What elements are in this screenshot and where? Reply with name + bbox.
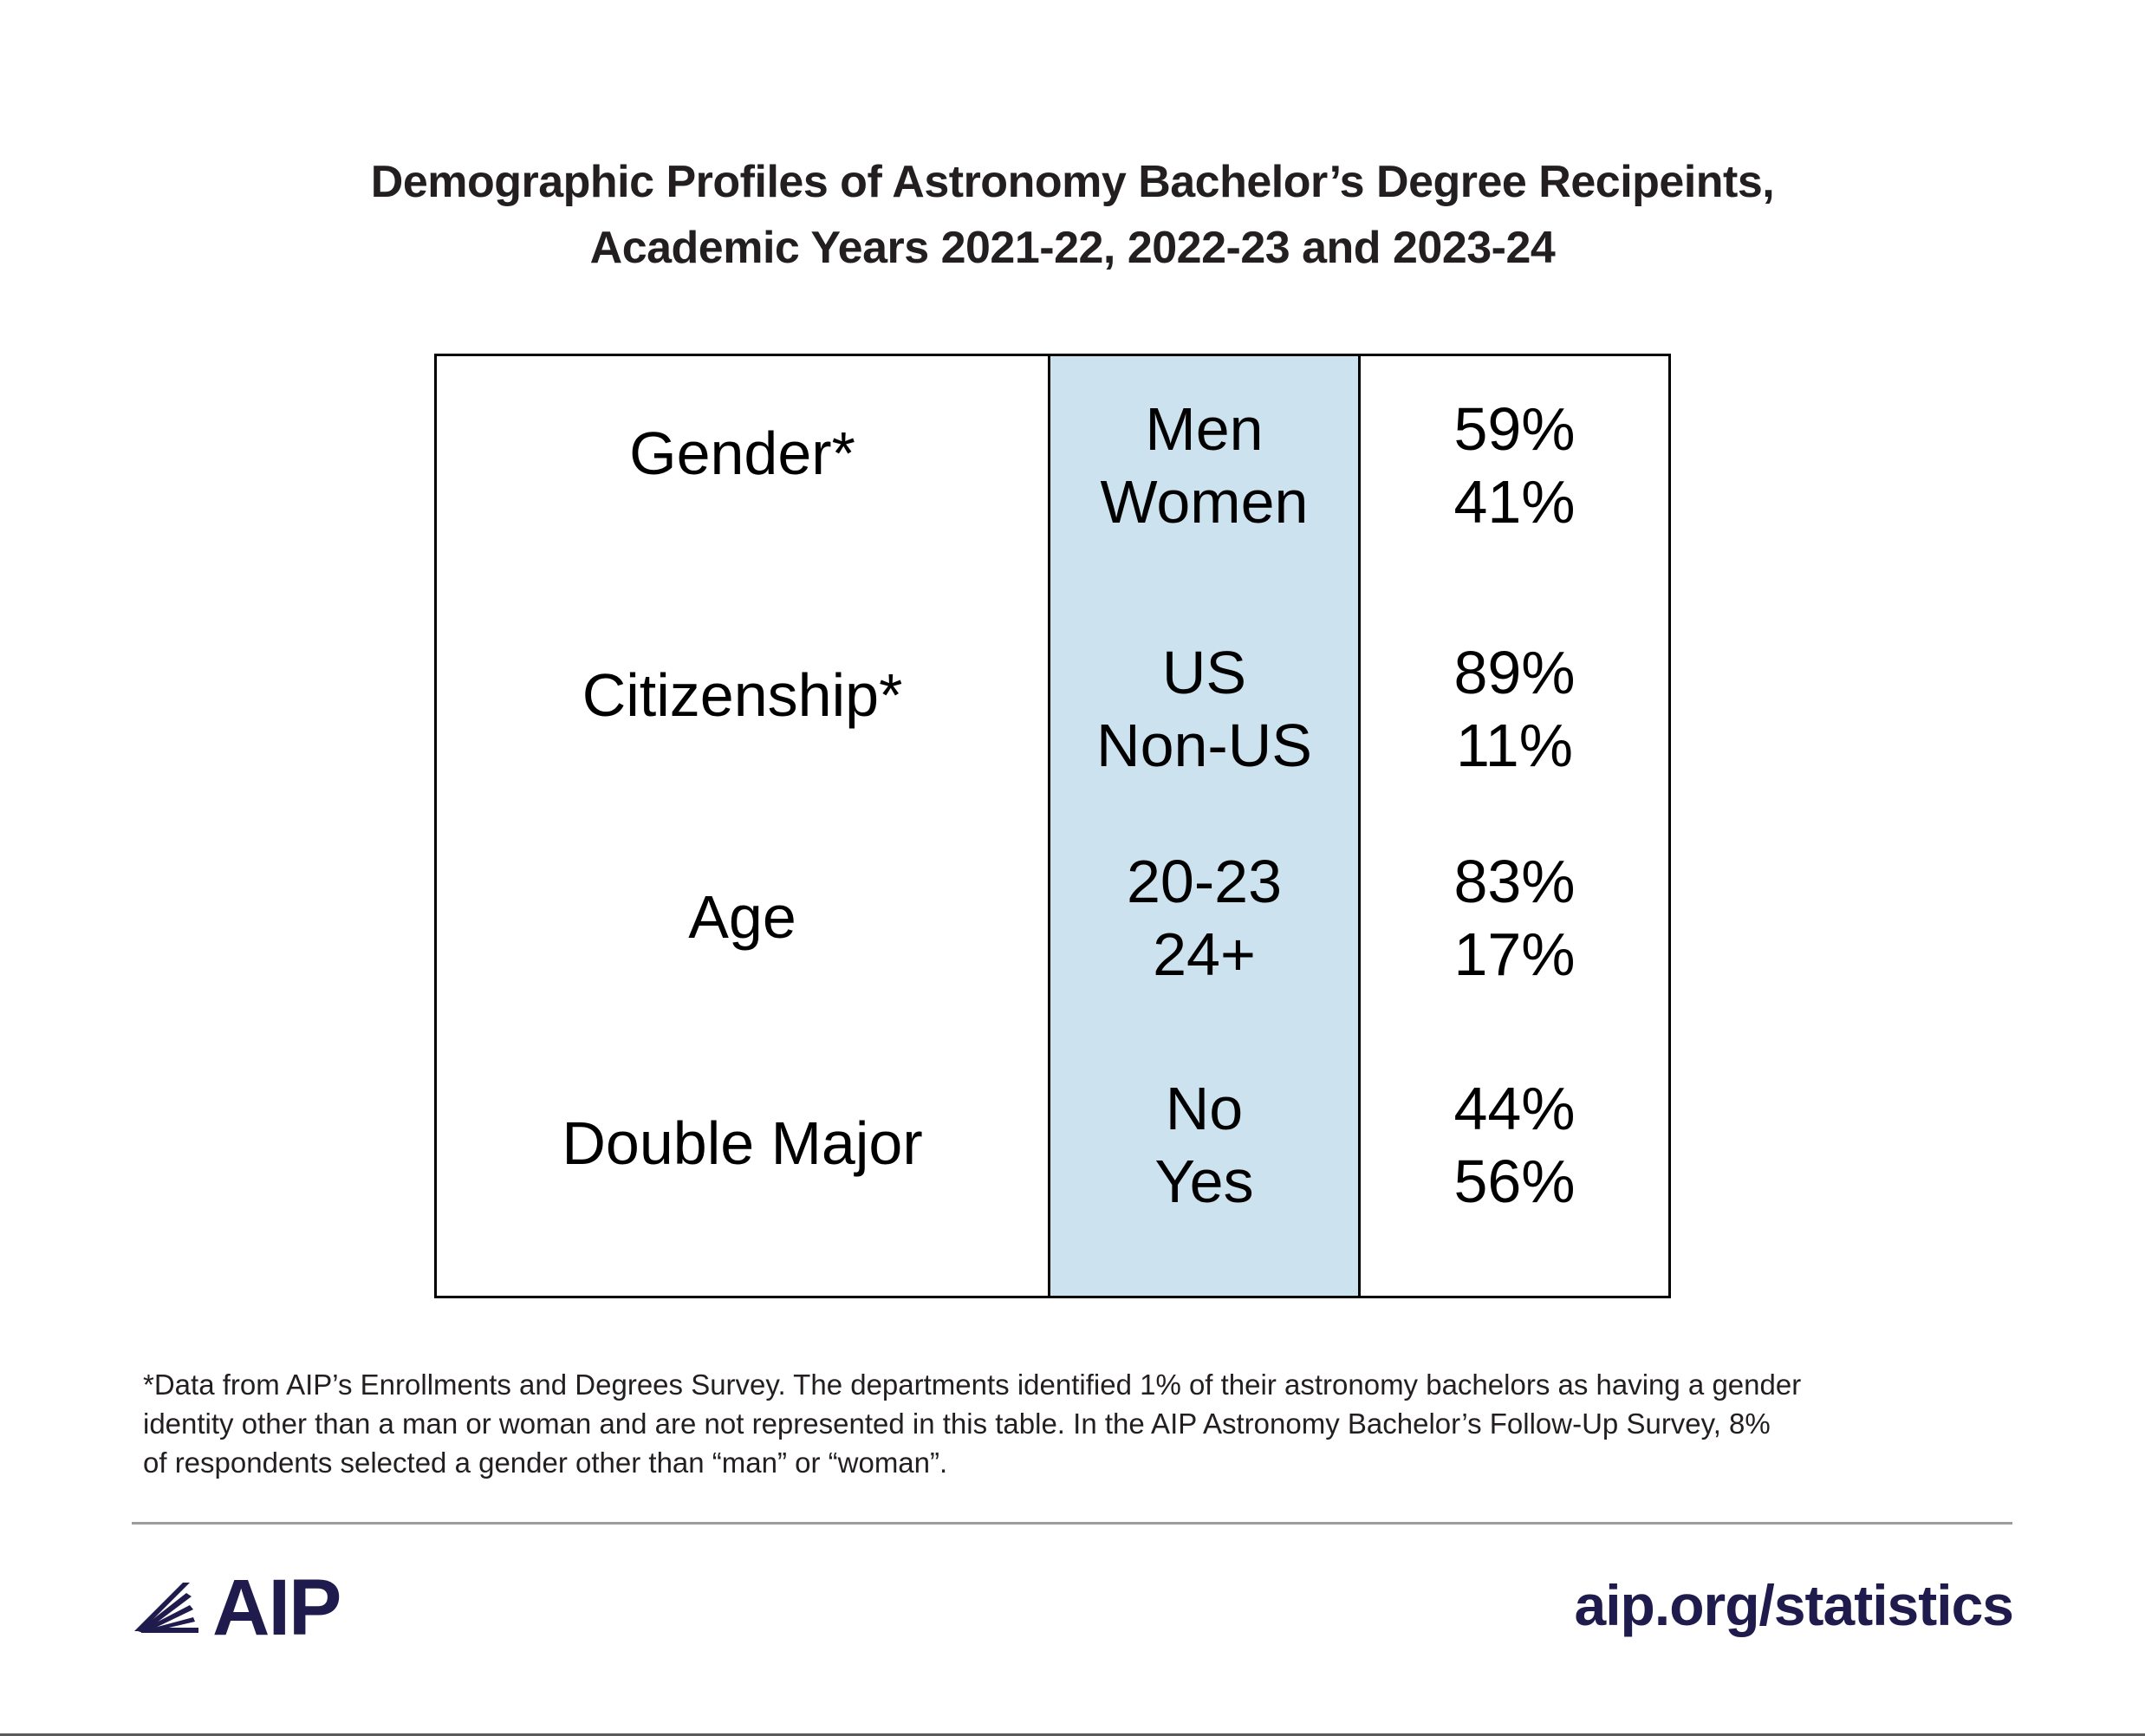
demographics-table: Gender* Men Women 59% 41% Citizenship* U… xyxy=(434,354,1671,1298)
aip-logo[interactable]: AIP xyxy=(134,1564,341,1652)
page-title: Demographic Profiles of Astronomy Bachel… xyxy=(0,149,2145,281)
option-label: Non-US xyxy=(1096,712,1312,779)
statistics-url-link[interactable]: aip.org/statistics xyxy=(1574,1573,2014,1637)
table-row-values: 83% 17% xyxy=(1361,845,1668,991)
table-row-options: 20-23 24+ xyxy=(1048,845,1361,991)
table-row-options: US Non-US xyxy=(1048,636,1361,782)
percent-value: 89% xyxy=(1453,639,1576,706)
option-label: 20-23 xyxy=(1126,848,1283,915)
table-row-values: 44% 56% xyxy=(1361,1072,1668,1218)
table-row-options: Men Women xyxy=(1048,393,1361,538)
percent-value: 59% xyxy=(1453,395,1576,463)
percent-value: 56% xyxy=(1453,1148,1576,1215)
aip-logo-text: AIP xyxy=(212,1564,341,1652)
bottom-edge-line xyxy=(0,1733,2145,1736)
table-row-category: Double Major xyxy=(562,1109,923,1177)
table-row-options: No Yes xyxy=(1048,1072,1361,1218)
percent-value: 11% xyxy=(1456,712,1573,779)
option-label: No xyxy=(1165,1075,1244,1142)
footnote-line-1: *Data from AIP’s Enrollments and Degrees… xyxy=(143,1369,1802,1401)
percent-value: 44% xyxy=(1453,1075,1576,1142)
option-label: Men xyxy=(1145,395,1264,463)
table-row-values: 59% 41% xyxy=(1361,393,1668,538)
option-label: US xyxy=(1161,639,1247,706)
footer-divider xyxy=(132,1522,2012,1525)
table-row-values: 89% 11% xyxy=(1361,636,1668,782)
footnote-line-2: identity other than a man or woman and a… xyxy=(143,1408,1771,1440)
title-line-1: Demographic Profiles of Astronomy Bachel… xyxy=(370,157,1775,207)
option-label: Women xyxy=(1100,468,1309,536)
table-row-category: Citizenship* xyxy=(582,661,903,729)
table-row-category: Age xyxy=(688,883,796,951)
percent-value: 17% xyxy=(1453,920,1576,988)
option-label: 24+ xyxy=(1153,920,1256,988)
percent-value: 41% xyxy=(1453,468,1576,536)
options-column-highlight xyxy=(1048,356,1361,1296)
percent-value: 83% xyxy=(1453,848,1576,915)
footnote: *Data from AIP’s Enrollments and Degrees… xyxy=(143,1365,2006,1482)
title-line-2: Academic Years 2021-22, 2022-23 and 2023… xyxy=(589,223,1556,273)
table-row-category: Gender* xyxy=(629,419,855,487)
aip-rays-icon xyxy=(134,1583,205,1633)
option-label: Yes xyxy=(1154,1148,1254,1215)
footnote-line-3: of respondents selected a gender other t… xyxy=(143,1447,948,1479)
